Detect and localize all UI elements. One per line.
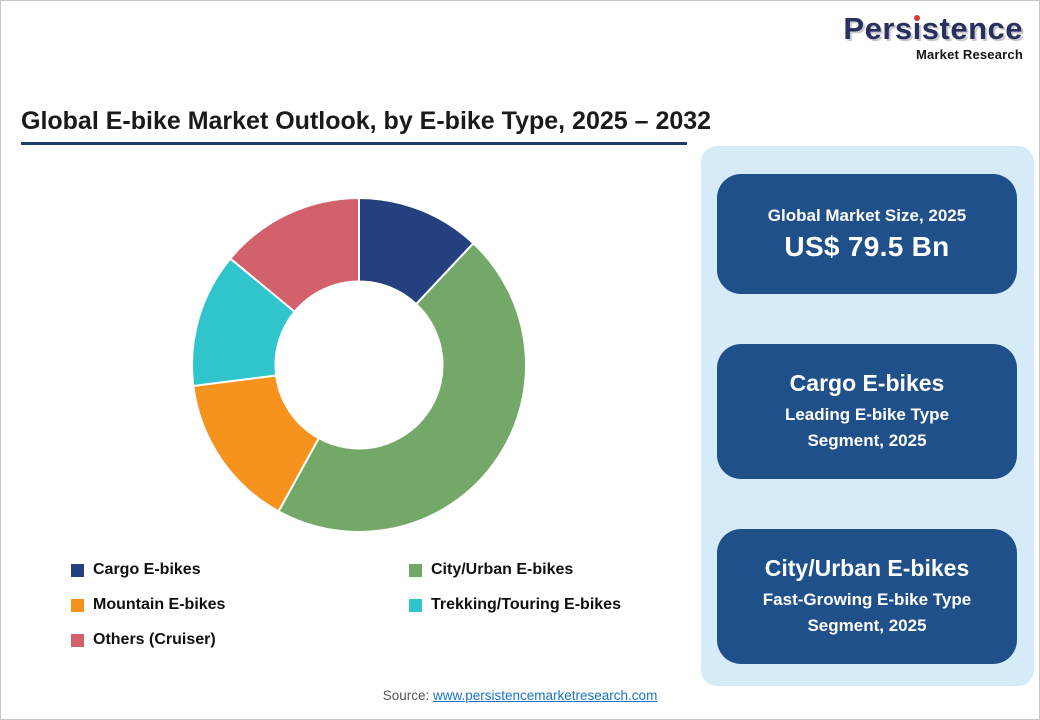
legend-swatch [71,563,84,577]
brand-subtitle: Market Research [915,47,1023,62]
page-title: Global E-bike Market Outlook, by E-bike … [21,107,712,135]
legend-label: Cargo E-bikes [93,561,201,578]
legend-item: Others (Cruiser) [71,631,409,649]
brand-name-part1: Pers [843,11,913,46]
leading-segment-card: Cargo E-bikes Leading E-bike Type Segmen… [717,344,1017,479]
legend-swatch [409,598,422,612]
fast-growing-segment-title: City/Urban E-bikes [764,555,970,581]
chart-legend: Cargo E-bikes City/Urban E-bikes Mountain … [71,561,661,649]
legend-label: Trekking/Touring E-bikes [431,596,621,613]
donut-chart [191,197,527,533]
title-underline [21,142,687,145]
market-size-heading: Global Market Size, 2025 [767,205,967,225]
leading-segment-title: Cargo E-bikes [789,370,945,396]
legend-swatch [409,563,422,577]
highlights-panel: Global Market Size, 2025 US$ 79.5 Bn Car… [701,146,1034,686]
legend-item: Cargo E-bikes [71,561,409,579]
legend-item: Trekking/Touring E-bikes [409,596,661,614]
brand-name: Persıstence [843,13,1023,44]
market-size-card: Global Market Size, 2025 US$ 79.5 Bn [717,174,1017,294]
donut-segment [277,242,527,533]
legend-label: City/Urban E-bikes [431,561,574,578]
brand-name-dotted-i: ı [912,11,922,46]
fast-growing-segment-card: City/Urban E-bikes Fast-Growing E-bike T… [717,529,1017,664]
legend-label: Mountain E-bikes [93,596,226,613]
brand-name-part2: stence [921,11,1023,46]
brand-logo: Persıstence Market Research [843,13,1023,62]
legend-swatch [71,598,84,612]
legend-item: City/Urban E-bikes [409,561,661,579]
source-note: Source: www.persistencemarketresearch.co… [1,688,1039,703]
market-size-value: US$ 79.5 Bn [784,230,950,262]
legend-item: Mountain E-bikes [71,596,409,614]
legend-label: Others (Cruiser) [93,631,216,648]
legend-swatch [71,633,84,647]
source-link[interactable]: www.persistencemarketresearch.com [432,688,658,703]
donut-segment [229,197,360,313]
fast-growing-segment-subtitle: Fast-Growing E-bike Type Segment, 2025 [762,590,972,635]
leading-segment-subtitle: Leading E-bike Type Segment, 2025 [784,405,950,450]
source-label: Source: [382,688,430,703]
